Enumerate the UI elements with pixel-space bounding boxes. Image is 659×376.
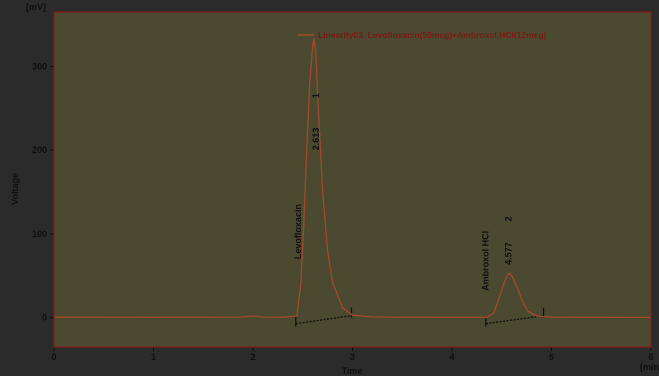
x-tick-label: 6: [648, 352, 653, 362]
x-tick-label: 5: [549, 352, 554, 362]
y-tick-label: 100: [32, 229, 47, 239]
x-tick-label: 2: [250, 352, 255, 362]
x-tick-label: 0: [51, 352, 56, 362]
plot-area: [54, 12, 651, 347]
y-tick-label: 300: [32, 61, 47, 71]
peak-1-number: 1: [311, 93, 321, 98]
x-unit-label: [min]: [640, 362, 659, 372]
y-tick-label: 0: [42, 313, 47, 323]
series-line: [53, 38, 652, 319]
y-unit-label: [mV]: [26, 2, 46, 12]
peak-2-retention-time: 4.577: [503, 242, 513, 265]
x-tick-label: 1: [151, 352, 156, 362]
plot-frame: [53, 11, 652, 348]
peak-1-name: Levofloxacin: [293, 204, 303, 259]
axis-ticks: 0 1 2 3 4 5 6 0 100 200 300: [32, 61, 654, 362]
x-tick-label: 3: [350, 352, 355, 362]
y-tick-label: 200: [32, 145, 47, 155]
x-tick-label: 4: [449, 352, 454, 362]
legend-entry: Linearity03_Levofloxacin(50mcg)+Ambroxol…: [318, 30, 547, 40]
x-axis-title: Time: [342, 366, 363, 376]
peak-1-baseline: [295, 314, 352, 325]
peak-2-number: 2: [503, 216, 513, 221]
peak-2-baseline: [485, 314, 544, 325]
peak-1-retention-time: 2.613: [311, 128, 321, 151]
peak-2-name: Ambroxol HCl: [480, 231, 490, 291]
y-axis-title: Voltage: [10, 173, 20, 205]
